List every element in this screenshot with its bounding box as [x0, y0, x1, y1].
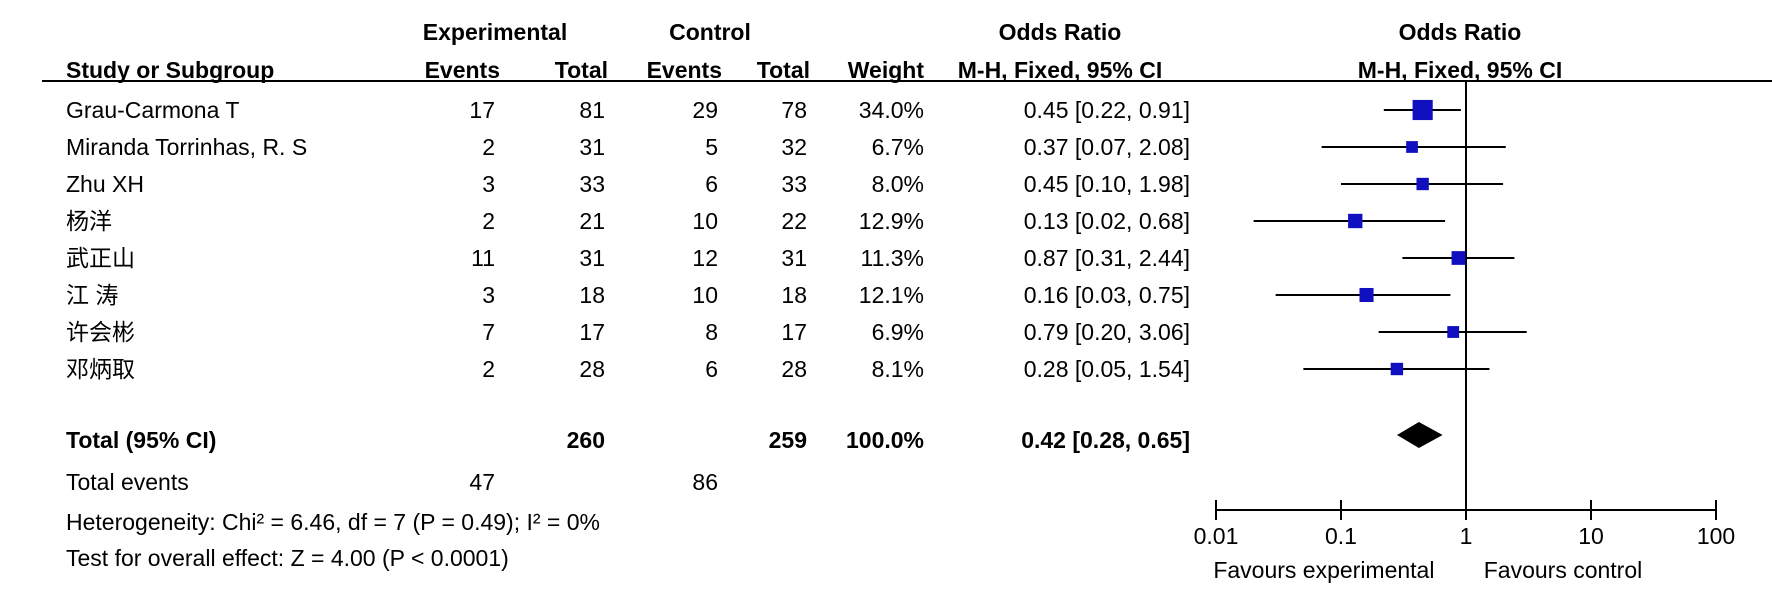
exp-events: 2 — [482, 356, 495, 382]
ctl-total: 17 — [781, 319, 807, 345]
header-rule — [42, 80, 1772, 82]
total-events-ctl: 86 — [692, 469, 718, 495]
ctl-events: 12 — [692, 245, 718, 271]
study-name: 邓炳取 — [66, 356, 135, 382]
experimental-group-header: Experimental — [422, 19, 568, 45]
exp-events: 11 — [471, 245, 495, 271]
study-point-marker — [1416, 177, 1429, 191]
favours-control-label: Favours control — [1484, 557, 1643, 583]
total-events-label: Total events — [66, 469, 189, 495]
study-name: Grau-Carmona T — [66, 97, 240, 123]
study-weight: 8.1% — [871, 356, 924, 382]
study-weight: 12.9% — [858, 208, 924, 234]
study-weight: 6.7% — [871, 134, 924, 160]
study-weight: 6.9% — [871, 319, 924, 345]
study-weight: 8.0% — [871, 171, 924, 197]
ctl-events: 10 — [692, 282, 718, 308]
total-ci: 0.42 [0.28, 0.65] — [1021, 427, 1190, 453]
total-weight: 100.0% — [845, 427, 924, 453]
x-tick-label: 0.01 — [1194, 523, 1239, 549]
exp-events-header: Events — [424, 57, 500, 83]
total-label: Total (95% CI) — [66, 427, 217, 453]
study-ci: 0.16 [0.03, 0.75] — [1023, 282, 1190, 308]
ctl-total: 31 — [781, 245, 807, 271]
favours-experimental-label: Favours experimental — [1213, 557, 1434, 583]
exp-events: 3 — [482, 282, 495, 308]
study-ci: 0.45 [0.10, 1.98] — [1023, 171, 1190, 197]
x-tick-label: 100 — [1697, 523, 1735, 549]
x-tick-label: 1 — [1460, 523, 1473, 549]
exp-total: 31 — [579, 245, 605, 271]
study-column-header: Study or Subgroup — [66, 57, 275, 83]
weight-header: Weight — [847, 57, 924, 83]
exp-total: 21 — [579, 208, 605, 234]
study-point-marker — [1451, 251, 1466, 265]
study-name: 江 涛 — [66, 282, 119, 308]
method-plot-header: M-H, Fixed, 95% CI — [1357, 57, 1563, 83]
x-tick-label: 10 — [1578, 523, 1604, 549]
study-weight: 11.3% — [860, 245, 924, 271]
ctl-events: 29 — [692, 97, 718, 123]
x-tick-label: 0.1 — [1325, 523, 1357, 549]
heterogeneity-text: Heterogeneity: Chi² = 6.46, df = 7 (P = … — [66, 509, 600, 535]
exp-events: 7 — [482, 319, 495, 345]
ctl-total: 18 — [781, 282, 807, 308]
total-exp-total: 260 — [566, 427, 605, 453]
ctl-events: 6 — [705, 171, 718, 197]
exp-total-header: Total — [554, 57, 608, 83]
control-group-header: Control — [669, 19, 751, 45]
study-point-marker — [1359, 287, 1374, 303]
study-ci: 0.45 [0.22, 0.91] — [1023, 97, 1190, 123]
study-point-marker — [1447, 326, 1460, 338]
pooled-diamond — [1396, 422, 1443, 448]
study-point-marker — [1406, 141, 1418, 153]
odds-ratio-table-header: Odds Ratio — [998, 19, 1122, 45]
exp-total: 17 — [579, 319, 605, 345]
ctl-total: 32 — [781, 134, 807, 160]
study-name: 武正山 — [66, 245, 135, 271]
method-table-header: M-H, Fixed, 95% CI — [957, 57, 1163, 83]
exp-total: 18 — [579, 282, 605, 308]
study-name: 许会彬 — [66, 319, 135, 345]
study-ci: 0.37 [0.07, 2.08] — [1023, 134, 1190, 160]
study-point-marker — [1348, 213, 1363, 229]
study-ci: 0.87 [0.31, 2.44] — [1023, 245, 1190, 271]
ctl-events-header: Events — [646, 57, 722, 83]
exp-total: 81 — [579, 97, 605, 123]
study-weight: 12.1% — [858, 282, 924, 308]
total-ctl-total: 259 — [768, 427, 807, 453]
study-ci: 0.13 [0.02, 0.68] — [1023, 208, 1190, 234]
study-ci: 0.79 [0.20, 3.06] — [1023, 319, 1190, 345]
ctl-total: 28 — [781, 356, 807, 382]
exp-total: 28 — [579, 356, 605, 382]
exp-events: 3 — [482, 171, 495, 197]
study-name: 杨洋 — [66, 208, 112, 234]
overall-effect-text: Test for overall effect: Z = 4.00 (P < 0… — [66, 545, 509, 571]
ctl-total: 33 — [781, 171, 807, 197]
study-name: Miranda Torrinhas, R. S — [66, 134, 308, 160]
exp-events: 17 — [469, 97, 495, 123]
study-point-marker — [1390, 362, 1404, 376]
total-events-exp: 47 — [469, 469, 495, 495]
ctl-total-header: Total — [756, 57, 810, 83]
forest-plot: 0.01 0.1 1 10 100 Favours experimental Favou… — [1194, 82, 1735, 583]
ctl-events: 6 — [705, 356, 718, 382]
study-ci: 0.28 [0.05, 1.54] — [1023, 356, 1190, 382]
odds-ratio-plot-header: Odds Ratio — [1398, 19, 1522, 45]
study-point-marker — [1412, 99, 1433, 121]
exp-total: 33 — [579, 171, 605, 197]
study-weight: 34.0% — [858, 97, 924, 123]
exp-events: 2 — [482, 134, 495, 160]
ctl-events: 10 — [692, 208, 718, 234]
study-name: Zhu XH — [66, 171, 144, 197]
exp-total: 31 — [579, 134, 605, 160]
ctl-total: 78 — [781, 97, 807, 123]
ctl-total: 22 — [781, 208, 807, 234]
ctl-events: 8 — [705, 319, 718, 345]
exp-events: 2 — [482, 208, 495, 234]
ctl-events: 5 — [705, 134, 718, 160]
